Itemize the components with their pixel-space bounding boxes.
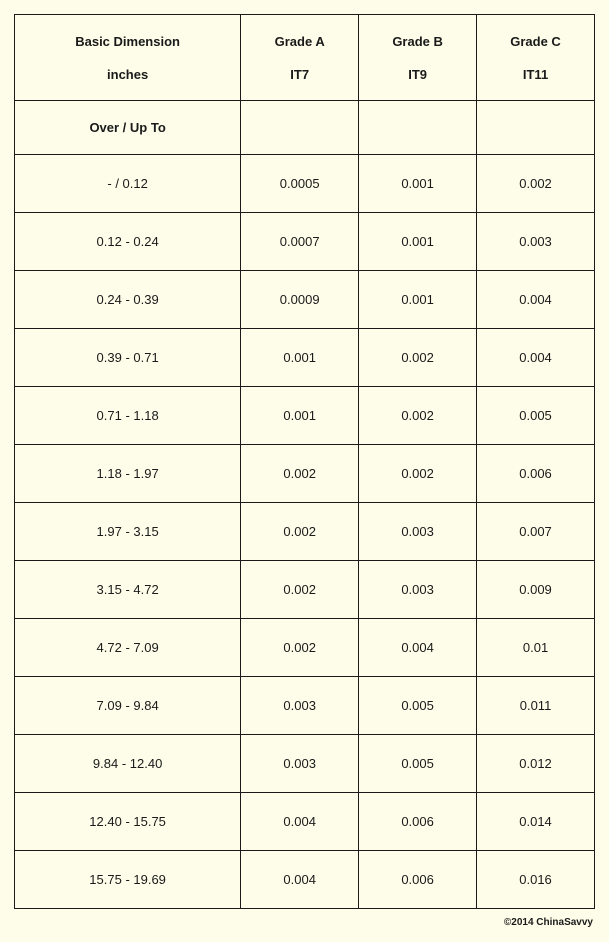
- cell-grade-b: 0.001: [359, 155, 477, 213]
- cell-grade-a: 0.0005: [241, 155, 359, 213]
- cell-grade-a: 0.004: [241, 793, 359, 851]
- cell-grade-b: 0.004: [359, 619, 477, 677]
- cell-dimension: 12.40 - 15.75: [15, 793, 241, 851]
- subheader-empty: [359, 101, 477, 155]
- col-header-dimension: Basic Dimension inches: [15, 15, 241, 101]
- table-row: 0.24 - 0.39 0.0009 0.001 0.004: [15, 271, 595, 329]
- cell-dimension: 15.75 - 19.69: [15, 851, 241, 909]
- table-subheader-row: Over / Up To: [15, 101, 595, 155]
- table-row: - / 0.12 0.0005 0.001 0.002: [15, 155, 595, 213]
- cell-grade-a: 0.004: [241, 851, 359, 909]
- cell-grade-a: 0.001: [241, 329, 359, 387]
- cell-grade-c: 0.009: [477, 561, 595, 619]
- cell-dimension: 0.71 - 1.18: [15, 387, 241, 445]
- cell-grade-c: 0.002: [477, 155, 595, 213]
- col-header-line1: Grade C: [483, 34, 588, 49]
- cell-grade-a: 0.003: [241, 735, 359, 793]
- table-header-row: Basic Dimension inches Grade A IT7 Grade…: [15, 15, 595, 101]
- subheader-empty: [241, 101, 359, 155]
- cell-grade-b: 0.003: [359, 503, 477, 561]
- cell-grade-a: 0.002: [241, 561, 359, 619]
- table-row: 4.72 - 7.09 0.002 0.004 0.01: [15, 619, 595, 677]
- cell-grade-a: 0.003: [241, 677, 359, 735]
- cell-grade-a: 0.002: [241, 445, 359, 503]
- col-header-line2: inches: [21, 67, 234, 82]
- cell-dimension: - / 0.12: [15, 155, 241, 213]
- col-header-grade-a: Grade A IT7: [241, 15, 359, 101]
- cell-grade-c: 0.007: [477, 503, 595, 561]
- cell-grade-a: 0.002: [241, 619, 359, 677]
- col-header-line1: Grade B: [365, 34, 470, 49]
- col-header-line2: IT11: [483, 67, 588, 82]
- cell-grade-b: 0.005: [359, 677, 477, 735]
- cell-dimension: 0.39 - 0.71: [15, 329, 241, 387]
- col-header-line2: IT7: [247, 67, 352, 82]
- cell-grade-c: 0.004: [477, 271, 595, 329]
- col-header-grade-c: Grade C IT11: [477, 15, 595, 101]
- cell-dimension: 0.24 - 0.39: [15, 271, 241, 329]
- table-row: 12.40 - 15.75 0.004 0.006 0.014: [15, 793, 595, 851]
- subheader-empty: [477, 101, 595, 155]
- copyright-text: ©2014 ChinaSavvy: [14, 917, 595, 928]
- cell-grade-b: 0.002: [359, 445, 477, 503]
- cell-grade-c: 0.014: [477, 793, 595, 851]
- col-header-line1: Basic Dimension: [21, 34, 234, 49]
- cell-grade-a: 0.0009: [241, 271, 359, 329]
- cell-dimension: 4.72 - 7.09: [15, 619, 241, 677]
- cell-grade-b: 0.002: [359, 329, 477, 387]
- table-body: - / 0.12 0.0005 0.001 0.002 0.12 - 0.24 …: [15, 155, 595, 909]
- cell-dimension: 7.09 - 9.84: [15, 677, 241, 735]
- subheader-label: Over / Up To: [15, 101, 241, 155]
- cell-grade-c: 0.012: [477, 735, 595, 793]
- cell-grade-b: 0.003: [359, 561, 477, 619]
- cell-grade-b: 0.005: [359, 735, 477, 793]
- cell-grade-c: 0.006: [477, 445, 595, 503]
- table-row: 3.15 - 4.72 0.002 0.003 0.009: [15, 561, 595, 619]
- cell-grade-a: 0.001: [241, 387, 359, 445]
- table-row: 1.97 - 3.15 0.002 0.003 0.007: [15, 503, 595, 561]
- cell-grade-b: 0.006: [359, 793, 477, 851]
- cell-grade-b: 0.002: [359, 387, 477, 445]
- cell-dimension: 0.12 - 0.24: [15, 213, 241, 271]
- cell-grade-c: 0.004: [477, 329, 595, 387]
- cell-grade-c: 0.016: [477, 851, 595, 909]
- cell-grade-b: 0.001: [359, 271, 477, 329]
- table-row: 15.75 - 19.69 0.004 0.006 0.016: [15, 851, 595, 909]
- table-row: 0.12 - 0.24 0.0007 0.001 0.003: [15, 213, 595, 271]
- cell-grade-a: 0.0007: [241, 213, 359, 271]
- cell-dimension: 3.15 - 4.72: [15, 561, 241, 619]
- cell-dimension: 9.84 - 12.40: [15, 735, 241, 793]
- cell-grade-c: 0.011: [477, 677, 595, 735]
- cell-dimension: 1.97 - 3.15: [15, 503, 241, 561]
- cell-grade-c: 0.01: [477, 619, 595, 677]
- cell-grade-b: 0.001: [359, 213, 477, 271]
- cell-dimension: 1.18 - 1.97: [15, 445, 241, 503]
- cell-grade-b: 0.006: [359, 851, 477, 909]
- table-row: 1.18 - 1.97 0.002 0.002 0.006: [15, 445, 595, 503]
- col-header-line2: IT9: [365, 67, 470, 82]
- cell-grade-c: 0.005: [477, 387, 595, 445]
- table-row: 9.84 - 12.40 0.003 0.005 0.012: [15, 735, 595, 793]
- cell-grade-c: 0.003: [477, 213, 595, 271]
- table-row: 0.39 - 0.71 0.001 0.002 0.004: [15, 329, 595, 387]
- cell-grade-a: 0.002: [241, 503, 359, 561]
- col-header-line1: Grade A: [247, 34, 352, 49]
- table-row: 7.09 - 9.84 0.003 0.005 0.011: [15, 677, 595, 735]
- col-header-grade-b: Grade B IT9: [359, 15, 477, 101]
- tolerance-table: Basic Dimension inches Grade A IT7 Grade…: [14, 14, 595, 909]
- table-row: 0.71 - 1.18 0.001 0.002 0.005: [15, 387, 595, 445]
